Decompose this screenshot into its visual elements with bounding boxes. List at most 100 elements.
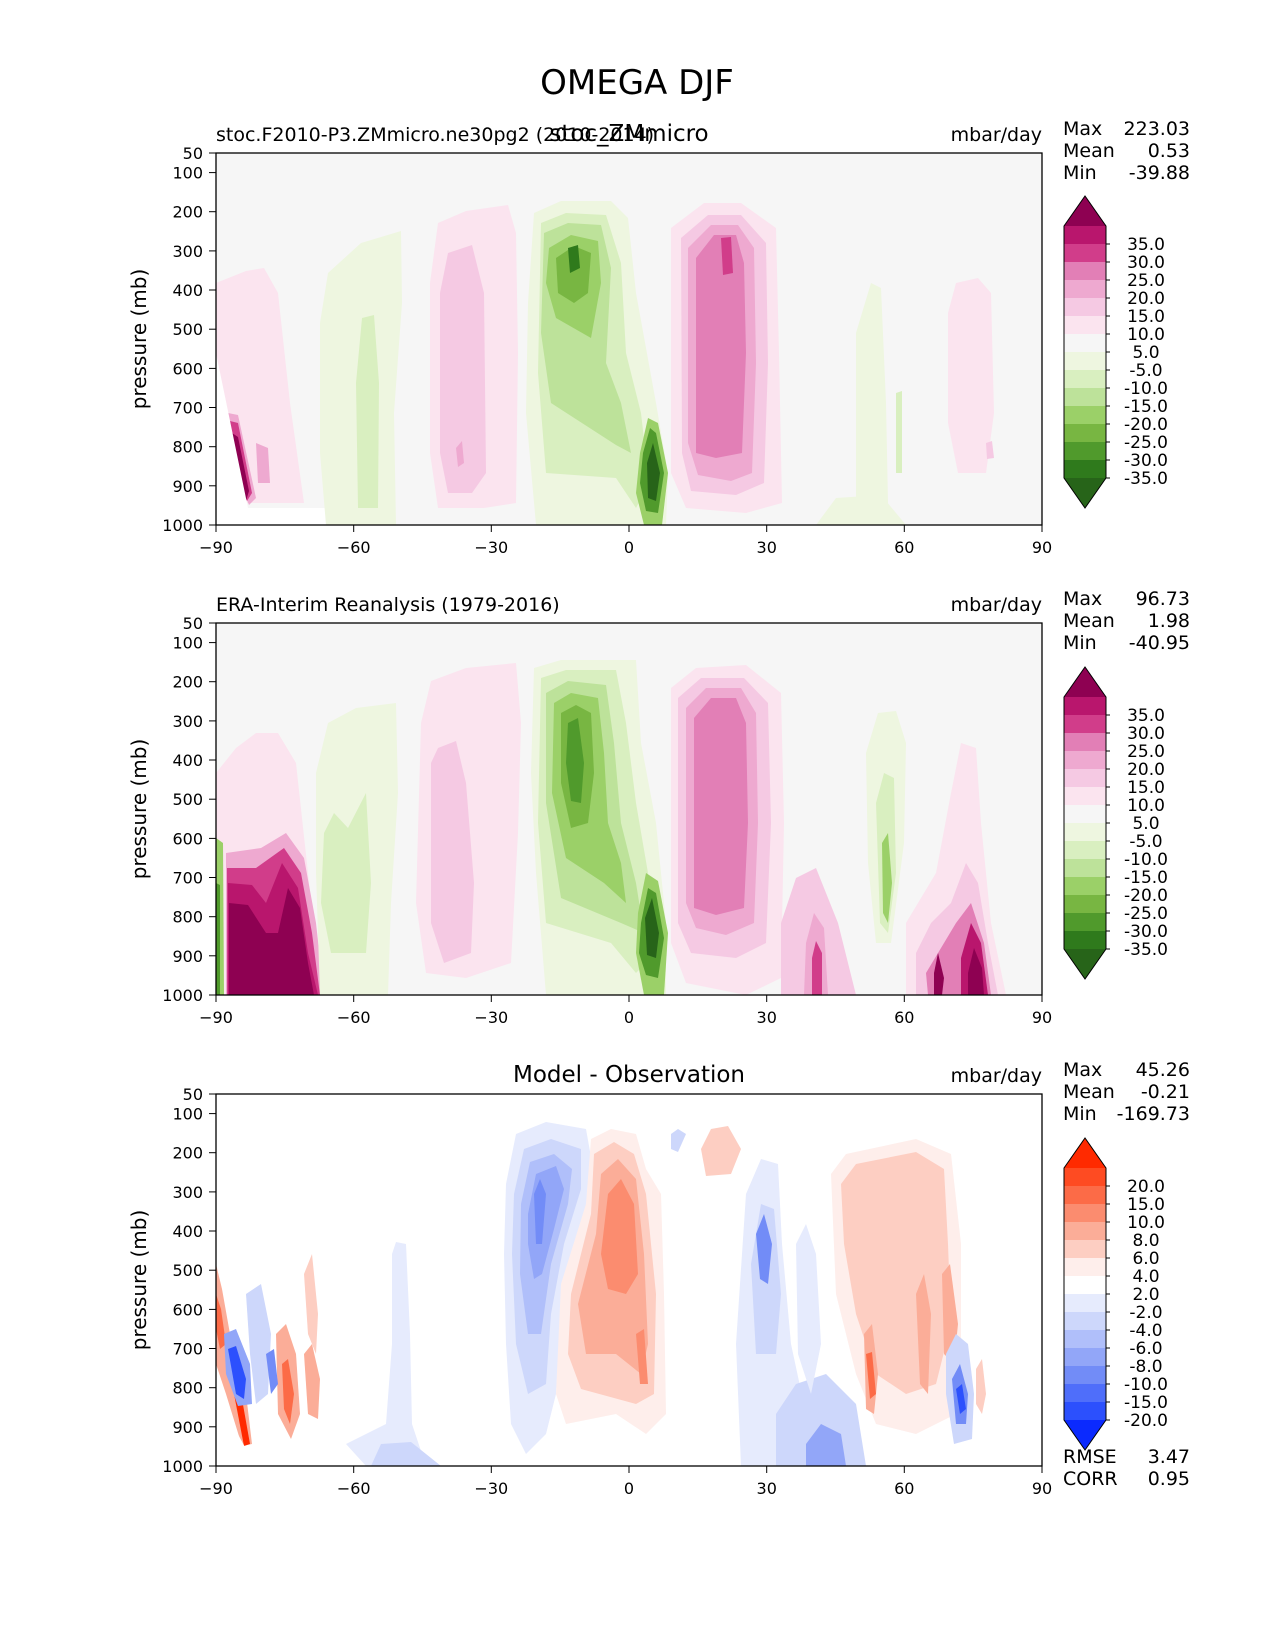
colorbar-box [1064,859,1106,878]
o-ytick-label: 500 [172,790,203,809]
colorbar-label: 15.0 [1127,307,1165,327]
d-xtick: 90 [1032,1466,1052,1498]
d-xtick-label: −90 [199,1479,233,1498]
d-xtick-label: −30 [474,1479,508,1498]
d-feature-red-70n [916,1274,931,1394]
m-xtick-label: −60 [337,538,371,557]
m-feature-pink-22-4 [696,235,746,458]
colorbar-box [1064,1204,1106,1223]
d-xtick: −60 [337,1466,371,1498]
o-xtick-label: 60 [894,1008,914,1027]
colorbar-box [1064,841,1106,860]
panel-model-xaxis: −90 −60 −30 0 30 60 90 [199,525,1052,557]
d-xtick: 30 [757,1466,777,1498]
d-max-label: Max [1063,1059,1102,1081]
d-max-value: 45.26 [1136,1059,1190,1081]
m-ytick: 400 [172,281,216,300]
m-ytick: 200 [172,203,216,222]
colorbar-box [1064,1366,1106,1385]
m-xtick: 30 [757,525,777,557]
d-feature-polar-blue-2 [228,1346,246,1399]
m-ytick-label: 900 [172,477,203,496]
panel-obs-stats: Max 96.73 Mean 1.98 Min -40.95 [1063,588,1190,654]
m-xtick: −30 [474,525,508,557]
colorbar-label: 2.0 [1132,1285,1159,1305]
d-ytick-label: 800 [172,1379,203,1398]
colorbar-label: 6.0 [1132,1249,1159,1269]
o-ytick-label: 900 [172,947,203,966]
o-ytick: 900 [172,947,216,966]
colorbar-label: -8.0 [1129,1357,1162,1377]
d-feature-blue-48n [806,1424,846,1466]
panel-obs-units: mbar/day [951,594,1042,616]
colorbar-box [1064,442,1106,461]
panel-obs-colorbar: 35.030.025.020.015.010.05.0-5.0-10.0-15.… [1063,666,1168,980]
colorbar-box [1064,733,1106,752]
m-xtick: −90 [199,525,233,557]
o-xtick: 0 [624,995,634,1027]
colorbar-label: -10.0 [1124,379,1168,399]
colorbar-extend-bottom [1064,478,1106,508]
o-max-value: 96.73 [1136,588,1190,610]
d-xtick-label: 30 [757,1479,777,1498]
m-feature-pink-22-5 [721,237,733,275]
panel-model-left-title: stoc.F2010-P3.ZMmicro.ne30pg2 (2010-2014… [216,124,654,146]
colorbar-box [1064,334,1106,353]
m-xtick-label: 90 [1032,538,1052,557]
colorbar-extend-top [1064,667,1106,697]
m-xtick-label: 30 [757,538,777,557]
colorbar-box [1064,280,1106,299]
o-feature-polar-green-2 [216,883,220,995]
m-xtick-label: 60 [894,538,914,557]
d-feature-blue-35n-3 [756,1214,772,1284]
d-corr-value: 0.95 [1148,1468,1190,1490]
d-feature-blue-15n [671,1129,686,1152]
o-ytick: 200 [172,673,216,692]
m-ytick: 700 [172,399,216,418]
colorbar-label: 30.0 [1127,253,1165,273]
panel-diff-ylabel: pressure (mb) [127,1210,151,1351]
panel-diff-field [216,1122,986,1466]
m-ytick-label: 800 [172,438,203,457]
colorbar-label: -2.0 [1129,1303,1162,1323]
panel-diff-units: mbar/day [951,1065,1042,1087]
o-ytick: 50 [183,614,216,633]
m-ytick-label: 200 [172,203,203,222]
colorbar-box [1064,805,1106,824]
colorbar-label: -35.0 [1124,940,1168,960]
colorbar-label: -20.0 [1124,886,1168,906]
colorbar-label: 35.0 [1127,706,1165,726]
colorbar-box [1064,1222,1106,1241]
panel-model-ylabel: pressure (mb) [127,269,151,410]
m-xtick-label: 0 [624,538,634,557]
o-feature-pink-30-inner [431,741,474,963]
o-ytick: 600 [172,829,216,848]
m-max-value: 223.03 [1124,118,1190,140]
colorbar-box [1064,1348,1106,1367]
o-xtick-label: 0 [624,1008,634,1027]
panel-model-center-title: stoc_ZMmicro [549,121,708,147]
o-feature-pink-75n-5 [968,948,984,995]
colorbar-box [1064,1240,1106,1259]
m-feature-green-60n [856,283,888,503]
colorbar-label: 20.0 [1127,1177,1165,1197]
o-ytick: 500 [172,790,216,809]
d-feature-blue-80n-3 [956,1384,966,1414]
d-ytick: 100 [172,1105,216,1124]
panel-diff-xaxis: −90 −60 −30 0 30 60 90 [199,1466,1052,1498]
panel-model-yaxis: 50 100 200 300 400 500 600 700 800 900 1… [162,144,216,535]
m-xtick: 60 [894,525,914,557]
d-xtick: 0 [624,1466,634,1498]
colorbar-label: 35.0 [1127,235,1165,255]
o-xtick: 90 [1032,995,1052,1027]
d-feature-polar-red-5 [282,1359,294,1424]
colorbar-extend-bottom [1064,1420,1106,1450]
d-feature-blue-45n [776,1374,866,1466]
colorbar-box [1064,1258,1106,1277]
panel-diff-colorbar: 20.015.010.08.06.04.02.0-2.0-4.0-6.0-8.0… [1063,1137,1168,1451]
o-mean-value: 1.98 [1148,610,1190,632]
colorbar-box [1064,316,1106,335]
panel-model: stoc.F2010-P3.ZMmicro.ne30pg2 (2010-2014… [127,121,1052,557]
o-xtick-label: −30 [474,1008,508,1027]
d-feature-polar-red-3 [234,1394,250,1446]
